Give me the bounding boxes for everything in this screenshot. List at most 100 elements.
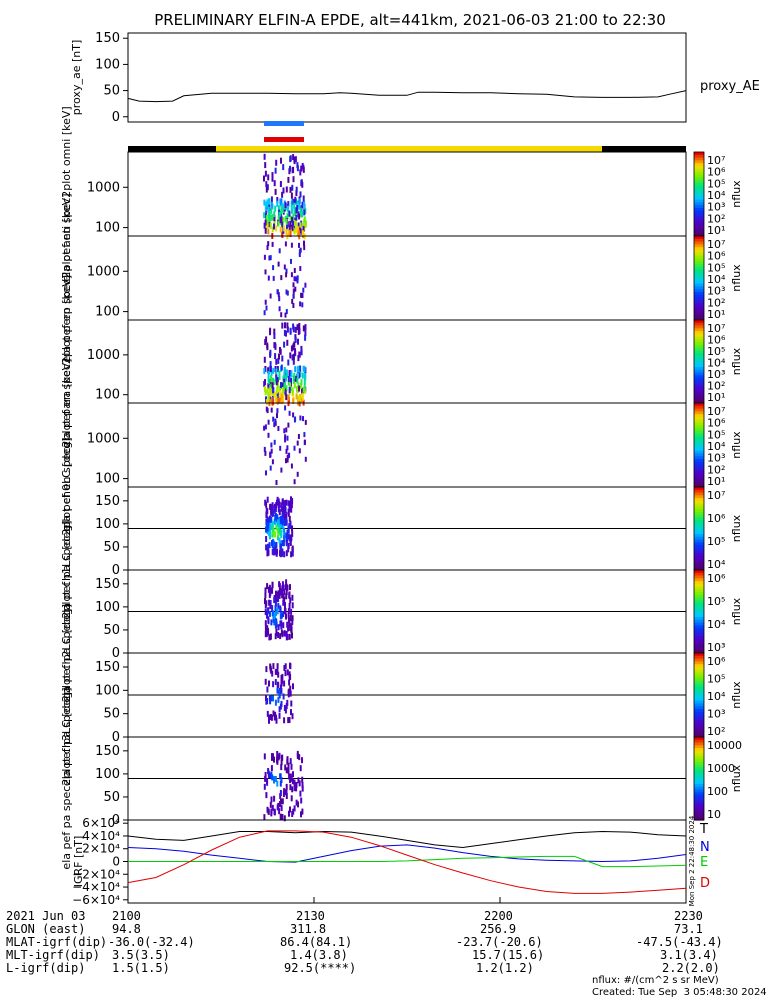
ch0LC-pitch-angle-ytick-label: 100	[95, 517, 120, 532]
ch3LC-pitch-angle-cell	[273, 809, 276, 816]
ch0LC-pitch-angle-colorbar-segment	[694, 523, 704, 527]
ch0LC-pitch-angle-cell	[277, 534, 279, 541]
ch3LC-pitch-angle-cell	[276, 780, 279, 787]
anti-spectrogram-cell	[290, 258, 292, 264]
footer-r1-c2: 256.9	[480, 922, 517, 936]
ch2LC-pitch-angle-colorbar-segment	[694, 689, 704, 693]
ch2LC-pitch-angle-cell	[271, 670, 274, 677]
footer-row-2-label: MLAT-igrf(dip)	[6, 935, 108, 949]
omni-spectrogram-cell	[302, 164, 305, 171]
omni-spectrogram-cell	[288, 229, 291, 236]
ch3LC-pitch-angle-ytick-label: 150	[95, 744, 120, 759]
perp-spectrogram-cell	[296, 324, 299, 331]
ch2LC-pitch-angle-colorbar-segment	[694, 678, 704, 682]
omni-spectrogram-cell	[282, 187, 285, 194]
ch0LC-pitch-angle-colorbar-segment	[694, 514, 704, 519]
perp-spectrogram-colorbar-segment	[694, 369, 704, 374]
ch2LC-pitch-angle-cell	[274, 679, 277, 685]
para-spectrogram-cell	[277, 426, 280, 431]
perp-spectrogram-cell	[299, 382, 302, 389]
ch3LC-pitch-angle-colorbar-label: 10	[707, 808, 721, 821]
para-spectrogram-cell	[303, 432, 306, 438]
omni-spectrogram-cell	[263, 222, 266, 229]
perp-spectrogram-cell	[299, 371, 302, 378]
ch3LC-pitch-angle-ylabel: ela pef pa spec2plot ch3LC [deg]	[60, 687, 73, 869]
anti-spectrogram-colorbar-label: 10⁵	[707, 261, 725, 274]
ch0LC-pitch-angle-cell	[264, 499, 267, 506]
ch2LC-pitch-angle-cell	[268, 694, 271, 701]
ch1LC-pitch-angle-colorbar-segment	[694, 650, 704, 654]
para-spectrogram-colorbar-segment	[694, 436, 704, 440]
ch0LC-pitch-angle-cell	[283, 514, 286, 520]
omni-spectrogram-colorbar-segment	[694, 202, 704, 206]
perp-spectrogram-colorbar-segment	[694, 361, 704, 365]
ch1LC-pitch-angle-cell	[264, 598, 266, 605]
anti-spectrogram-cell	[277, 292, 280, 298]
ch3LC-pitch-angle-cell	[270, 810, 273, 817]
para-spectrogram-cell	[269, 452, 272, 457]
perp-spectrogram-colorbar-label: 10³	[707, 368, 725, 381]
ch3LC-pitch-angle-cell	[296, 750, 299, 757]
ch1LC-pitch-angle-cell	[286, 584, 289, 591]
para-spectrogram-ylabel: ela pef en spec2plot para [keV]	[60, 359, 73, 532]
ch2LC-pitch-angle-colorbar-segment	[694, 697, 704, 702]
omni-spectrogram-cell	[292, 220, 294, 227]
ch0LC-pitch-angle-colorbar-segment	[694, 564, 704, 568]
ch0LC-pitch-angle-cell	[271, 548, 274, 555]
perp-spectrogram-cell	[273, 391, 276, 398]
ch2LC-pitch-angle-cell	[277, 682, 280, 688]
ch1LC-pitch-angle-cell	[282, 599, 285, 606]
omni-spectrogram-cell	[291, 216, 294, 223]
ch3LC-pitch-angle-cell	[279, 793, 282, 800]
ch2LC-pitch-angle-cell	[280, 700, 283, 707]
omni-spectrogram-colorbar-label: 10⁴	[707, 189, 726, 202]
anti-spectrogram-cell	[263, 254, 266, 260]
para-spectrogram-colorbar-label: 10⁵	[707, 428, 725, 441]
omni-spectrogram-colorbar-segment	[694, 163, 704, 167]
perp-spectrogram-cell	[281, 322, 284, 329]
ch3LC-pitch-angle-cell	[264, 772, 267, 778]
ch1LC-pitch-angle-cell	[291, 615, 294, 622]
perp-spectrogram-cell	[304, 324, 307, 331]
perp-spectrogram-cell	[285, 375, 287, 382]
ch0LC-pitch-angle-colorbar-label: 10⁵	[707, 535, 725, 548]
ch3LC-pitch-angle-cell	[301, 808, 304, 815]
perp-spectrogram-cell	[265, 399, 268, 405]
anti-spectrogram-colorbar-segment	[694, 283, 704, 287]
omni-spectrogram-cell	[273, 215, 276, 222]
perp-spectrogram-cell	[267, 367, 270, 374]
anti-spectrogram-colorbar-segment	[694, 297, 704, 301]
para-spectrogram-colorbar-label: 10⁶	[707, 417, 726, 430]
perp-spectrogram-cell	[279, 390, 282, 397]
omni-spectrogram-cell	[271, 226, 274, 233]
ch2LC-pitch-angle-colorbar-segment	[694, 667, 704, 671]
ch3LC-pitch-angle-colorbar-segment	[694, 737, 704, 741]
perp-spectrogram-cell	[265, 336, 268, 343]
para-spectrogram-cell	[273, 439, 276, 445]
anti-spectrogram-colorbar-segment	[694, 300, 704, 304]
perp-spectrogram-cell	[283, 378, 286, 385]
omni-spectrogram-cell	[303, 209, 306, 216]
omni-spectrogram-cell	[273, 180, 276, 187]
omni-spectrogram-cell	[279, 226, 282, 233]
omni-spectrogram-cell	[281, 203, 284, 210]
anti-spectrogram-cell	[293, 268, 296, 273]
anti-spectrogram-cell	[278, 306, 281, 312]
anti-spectrogram-cell	[266, 245, 269, 250]
para-spectrogram-cell	[265, 470, 267, 476]
para-spectrogram-cell	[270, 448, 273, 454]
ch3LC-pitch-angle-colorbar-segment	[694, 803, 704, 807]
perp-spectrogram-cell	[292, 343, 295, 349]
ch1LC-pitch-angle-cell	[264, 620, 267, 627]
ch3LC-pitch-angle-cell	[293, 785, 296, 792]
ch1LC-pitch-angle-cell	[275, 590, 277, 597]
para-spectrogram-cell	[265, 406, 268, 412]
anti-spectrogram-cell	[278, 296, 281, 302]
ch0LC-pitch-angle-colorbar-segment	[694, 511, 704, 516]
ch3LC-pitch-angle-cell	[271, 753, 273, 760]
perp-spectrogram-cell	[269, 349, 272, 356]
ch1LC-pitch-angle-ytick-label: 100	[95, 600, 120, 615]
ch1LC-pitch-angle-colorbar-segment	[694, 622, 704, 626]
ch0LC-pitch-angle-cell	[281, 550, 284, 557]
ch1LC-pitch-angle-cell	[289, 584, 291, 591]
